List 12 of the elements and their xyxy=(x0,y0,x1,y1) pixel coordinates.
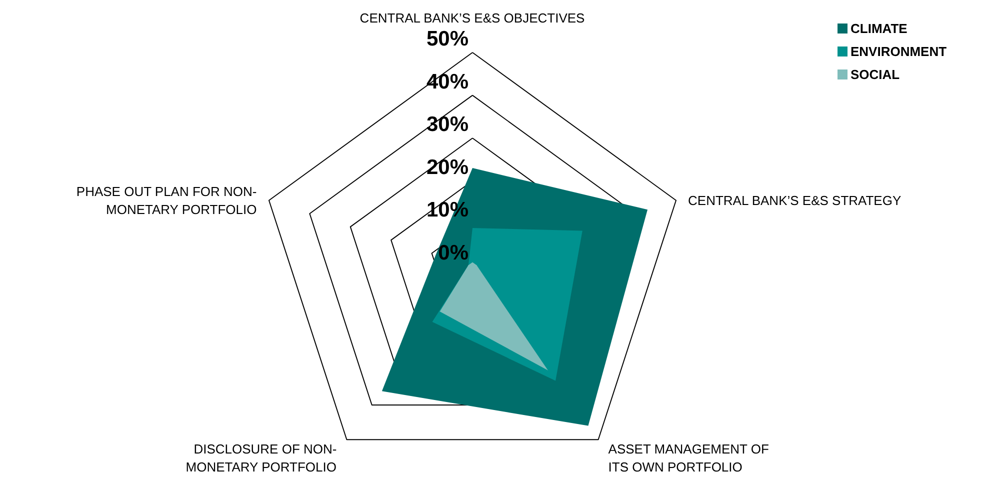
legend-label: CLIMATE xyxy=(850,21,908,36)
y-tick-label: 30% xyxy=(426,113,469,136)
spoke-label: ASSET MANAGEMENT OF ITS OWN PORTFOLIO xyxy=(608,442,769,475)
spoke-label: DISCLOSURE OF NON-MONETARY PORTFOLIO xyxy=(186,442,337,475)
y-tick-label: 50% xyxy=(426,28,469,50)
spoke-label: CENTRAL BANK’S E&S OBJECTIVES xyxy=(360,10,586,26)
y-tick-label: 0% xyxy=(438,242,469,264)
spoke-label: CENTRAL BANK’S E&S STRATEGY xyxy=(688,192,902,208)
legend-label: ENVIRONMENT xyxy=(850,44,947,59)
legend-label: SOCIAL xyxy=(850,67,900,82)
spoke-label: PHASE OUT PLAN FOR NON-MONETARY PORTFOLIO xyxy=(76,184,257,217)
y-tick-label: 20% xyxy=(426,156,469,179)
